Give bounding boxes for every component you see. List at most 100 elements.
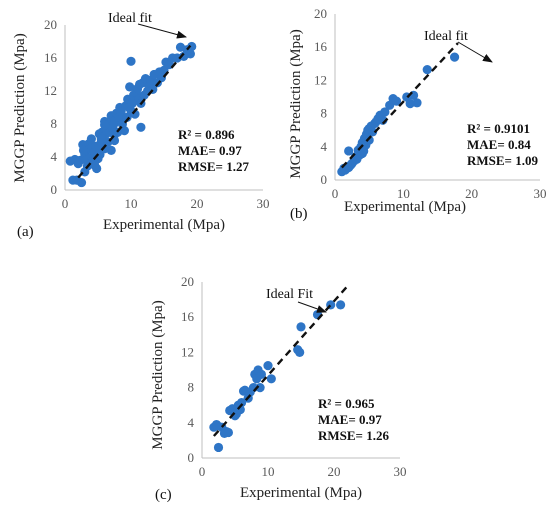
ideal-fit-line-a xyxy=(77,44,192,179)
data-point xyxy=(266,374,276,384)
x-tick-label: 30 xyxy=(534,186,547,201)
panel-label-a: (a) xyxy=(17,224,34,240)
data-point xyxy=(106,145,116,155)
x-tick-label: 0 xyxy=(62,196,69,211)
x-ticks-c: 0 10 20 30 xyxy=(199,464,407,479)
data-point xyxy=(76,177,87,188)
data-point xyxy=(391,96,402,106)
data-point xyxy=(122,112,132,122)
data-point xyxy=(125,82,135,92)
data-point xyxy=(412,98,422,108)
annotation-b: Ideal fit xyxy=(424,29,468,44)
y-tick-label: 0 xyxy=(188,450,195,465)
data-point xyxy=(127,98,137,108)
annotation-a: Ideal fit xyxy=(108,11,152,26)
x-ticks-a: 0 10 20 30 xyxy=(62,196,270,211)
rmse-label-a: RMSE= 1.27 xyxy=(178,159,249,174)
y-tick-label: 8 xyxy=(51,116,58,131)
data-point xyxy=(136,122,146,132)
data-point xyxy=(367,127,378,137)
data-point xyxy=(187,41,197,52)
y-tick-label: 16 xyxy=(44,50,58,65)
y-tick-label: 4 xyxy=(188,415,195,430)
y-tick-label: 16 xyxy=(314,39,328,54)
y-axis-title-a: MGGP Prediction (Mpa) xyxy=(12,33,28,182)
data-point xyxy=(295,347,305,357)
data-point xyxy=(126,56,136,66)
y-ticks-b: 0 4 8 12 16 20 xyxy=(314,6,328,187)
data-point xyxy=(227,404,237,414)
data-point xyxy=(100,120,110,130)
x-tick-label: 0 xyxy=(332,186,339,201)
x-ticks-b: 0 10 20 30 xyxy=(332,186,547,201)
x-tick-label: 20 xyxy=(191,196,204,211)
annotation-c: Ideal Fit xyxy=(266,287,313,302)
rmse-label-c: RMSE= 1.26 xyxy=(318,428,389,443)
panel-c: 0 10 20 30 0 4 8 12 16 20 Ideal Fit R² = 0.965 M… xyxy=(150,274,407,503)
data-point xyxy=(213,442,224,453)
annotation-arrow-b xyxy=(457,41,493,63)
panel-label-c: (c) xyxy=(155,487,172,503)
y-tick-label: 4 xyxy=(321,139,328,154)
r2-label-b: R² = 0.9101 xyxy=(467,121,530,136)
y-tick-label: 8 xyxy=(321,106,328,121)
data-point xyxy=(92,163,102,174)
x-tick-label: 10 xyxy=(397,186,410,201)
data-point xyxy=(380,107,390,117)
data-point xyxy=(223,427,233,438)
data-point xyxy=(86,134,96,144)
data-point xyxy=(364,135,374,145)
y-tick-label: 12 xyxy=(181,344,194,359)
panel-label-b: (b) xyxy=(290,206,308,222)
y-tick-label: 12 xyxy=(44,83,57,98)
data-point xyxy=(78,145,89,155)
points-a xyxy=(65,41,197,188)
annotation-arrow-a xyxy=(137,23,187,39)
x-tick-label: 20 xyxy=(328,464,341,479)
y-axis-title-c: MGGP Prediction (Mpa) xyxy=(150,300,166,449)
data-point xyxy=(255,383,265,393)
points-c xyxy=(209,300,346,453)
mae-label-a: MAE= 0.97 xyxy=(178,143,242,158)
data-point xyxy=(405,99,415,109)
ideal-fit-line-c xyxy=(212,285,349,437)
data-point xyxy=(344,146,354,156)
y-ticks-c: 0 4 8 12 16 20 xyxy=(181,274,195,465)
y-axis-title-b: MGGP Prediction (Mpa) xyxy=(288,29,304,178)
panel-a: 0 10 20 30 0 4 8 12 16 20 Ideal fit R² = 0.896 M… xyxy=(12,11,270,240)
x-tick-label: 30 xyxy=(257,196,270,211)
y-tick-label: 20 xyxy=(44,17,57,32)
data-point xyxy=(256,369,266,379)
data-point xyxy=(237,397,247,408)
mae-label-b: MAE= 0.84 xyxy=(467,137,531,152)
mae-label-c: MAE= 0.97 xyxy=(318,412,382,427)
y-tick-label: 8 xyxy=(188,380,195,395)
y-tick-label: 16 xyxy=(181,309,195,324)
data-point xyxy=(449,52,460,62)
x-axis-title-c: Experimental (Mpa) xyxy=(240,485,362,501)
r2-label-c: R² = 0.965 xyxy=(318,396,375,411)
y-tick-label: 0 xyxy=(51,182,58,197)
ideal-fit-line-b xyxy=(340,42,459,169)
y-tick-label: 20 xyxy=(314,6,327,21)
y-ticks-a: 0 4 8 12 16 20 xyxy=(44,17,58,197)
annotation-arrow-c xyxy=(297,301,327,313)
y-tick-label: 12 xyxy=(314,72,327,87)
data-point xyxy=(296,322,306,332)
x-tick-label: 0 xyxy=(199,464,206,479)
rmse-label-b: RMSE= 1.09 xyxy=(467,153,538,168)
data-point xyxy=(119,126,129,136)
x-axis-title-a: Experimental (Mpa) xyxy=(103,217,225,233)
data-point xyxy=(422,65,432,75)
y-tick-label: 0 xyxy=(321,172,328,187)
x-tick-label: 30 xyxy=(394,464,407,479)
data-point xyxy=(263,361,273,371)
x-axis-title-b: Experimental (Mpa) xyxy=(344,199,466,215)
data-point xyxy=(212,420,222,431)
data-point xyxy=(96,134,106,144)
y-tick-label: 20 xyxy=(181,274,194,289)
x-tick-label: 20 xyxy=(465,186,478,201)
points-b xyxy=(337,52,460,177)
r2-label-a: R² = 0.896 xyxy=(178,127,235,142)
